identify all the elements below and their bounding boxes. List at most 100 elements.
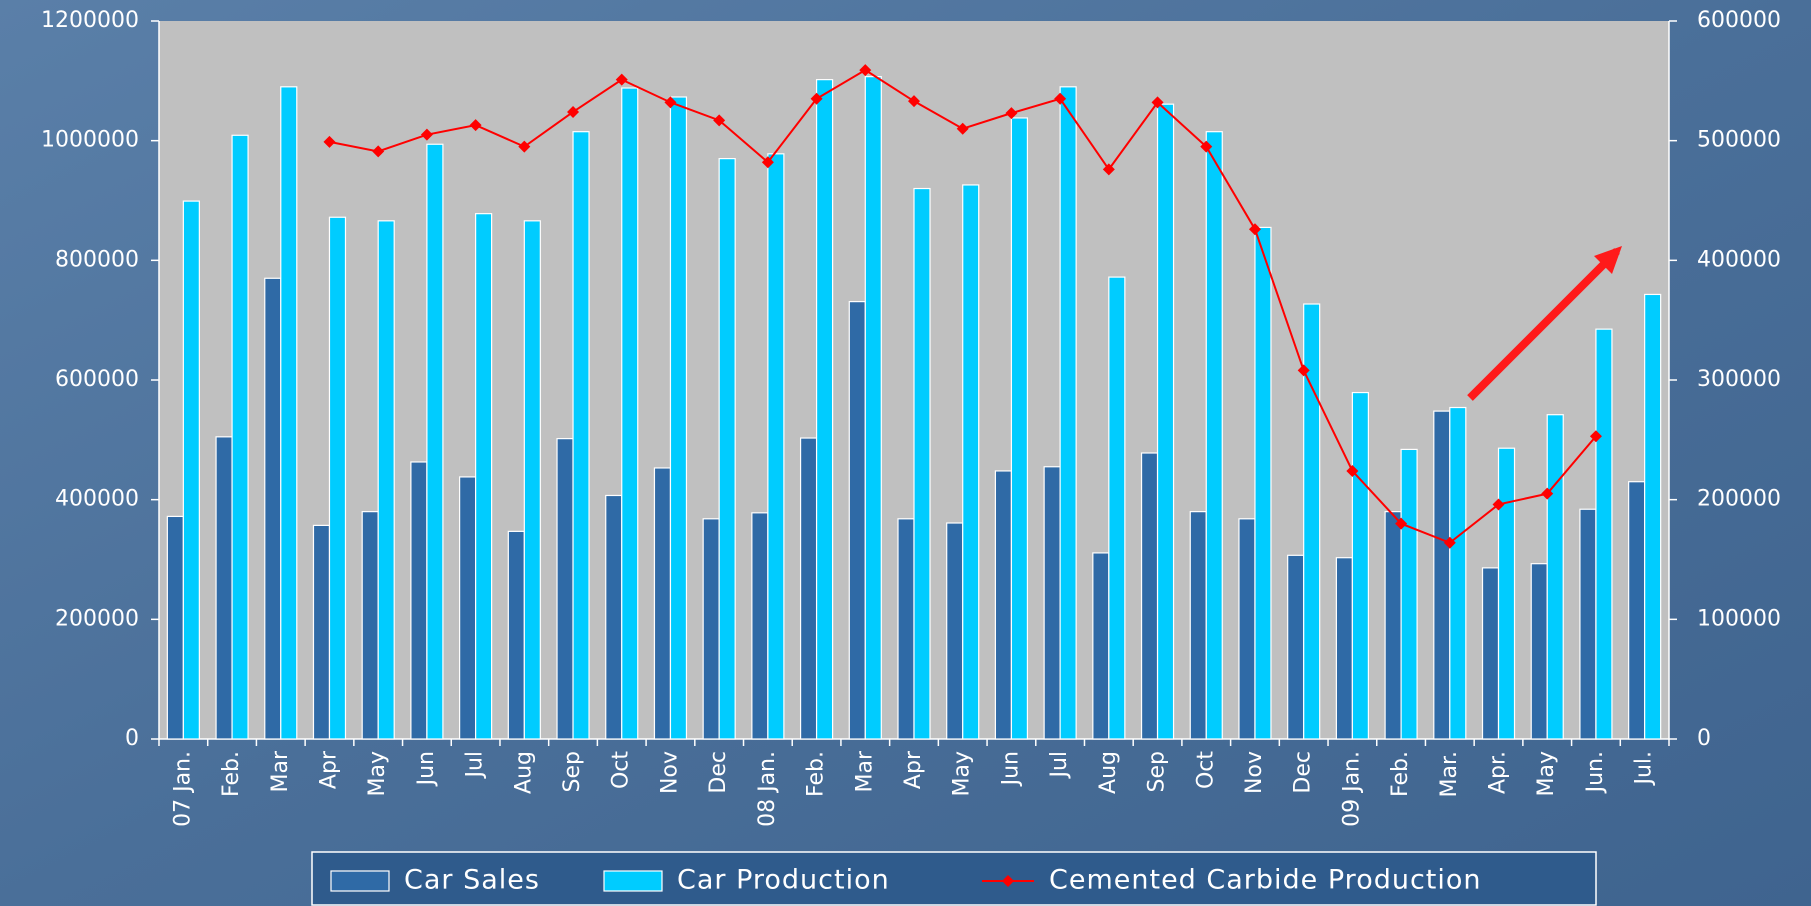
y2-tick-label: 400000 (1697, 247, 1781, 272)
bar (215, 436, 233, 740)
line-marker (1054, 92, 1067, 105)
x-tick-label: Feb. (804, 751, 829, 797)
trend-arrow-head (1594, 246, 1622, 274)
line-marker (859, 64, 872, 77)
line-marker (761, 156, 774, 169)
x-tick-label: Aug (511, 751, 536, 794)
line-marker (1248, 223, 1261, 236)
x-tick-label: 09 Jan. (1339, 751, 1364, 827)
x-tick-label: Mar. (1437, 751, 1462, 797)
trend-arrow (1467, 248, 1620, 401)
legend-swatch (330, 870, 390, 892)
bar (1140, 452, 1159, 740)
x-tick-label: Mar (268, 750, 293, 792)
legend-swatch (603, 870, 663, 892)
line-marker (1102, 163, 1115, 176)
line-marker (518, 140, 531, 153)
line-marker (1005, 107, 1018, 120)
bar (231, 134, 249, 740)
line-marker (664, 96, 677, 109)
y2-tick-label: 200000 (1697, 487, 1781, 512)
bar (523, 220, 541, 740)
legend-label: Car Sales (404, 865, 540, 896)
x-tick-label: Apr. (1486, 751, 1511, 794)
bar (507, 530, 525, 740)
line-marker (1492, 498, 1505, 511)
bar (669, 96, 688, 740)
line-marker (420, 128, 433, 141)
y2-tick-label: 0 (1697, 726, 1711, 751)
line-marker (1200, 140, 1213, 153)
y-tick-label: 1000000 (41, 128, 139, 153)
x-tick-label: Jul (463, 751, 488, 780)
bar (1449, 406, 1467, 740)
bar (864, 76, 882, 740)
line-marker (956, 122, 969, 135)
bar (1238, 518, 1256, 740)
bar (1156, 103, 1175, 740)
line-marker (1443, 536, 1456, 549)
line-marker (1395, 517, 1408, 530)
bar (361, 511, 379, 740)
bar (621, 87, 639, 740)
y-tick-label: 200000 (55, 606, 139, 631)
bar (1335, 557, 1353, 740)
x-tick-label: Sep (1145, 751, 1170, 792)
bar (1546, 414, 1564, 740)
legend-label: Cemented Carbide Production (1049, 865, 1482, 896)
x-tick-label: Aug (1096, 751, 1121, 794)
x-tick-label: Nov (1242, 751, 1267, 794)
x-tick-label: Jun (414, 751, 439, 787)
bar (605, 494, 623, 740)
x-tick-label: Feb. (1388, 751, 1413, 797)
x-tick-label: Mar (852, 750, 877, 792)
bar (767, 153, 785, 740)
bar (1254, 226, 1272, 740)
x-tick-label: Dec (706, 751, 731, 794)
y2-tick-label: 500000 (1697, 128, 1781, 153)
bar (1351, 391, 1369, 740)
y2-tick-label: 300000 (1697, 367, 1781, 392)
bar (1433, 410, 1451, 740)
bar (653, 467, 672, 740)
bar (280, 86, 298, 740)
x-tick-label: Dec (1291, 751, 1316, 794)
bar (1092, 552, 1110, 740)
bar (328, 216, 347, 740)
bar (1497, 447, 1516, 740)
bar (410, 461, 428, 740)
line-marker (372, 145, 385, 158)
x-tick-label: Jul (1047, 751, 1072, 780)
bar (475, 213, 493, 740)
bar (751, 512, 769, 740)
bar (1287, 554, 1305, 740)
bar (572, 131, 590, 740)
bar (994, 470, 1013, 740)
x-tick-label: Feb. (219, 751, 244, 797)
line-marker (323, 135, 336, 148)
legend-label: Car Production (677, 865, 890, 896)
y-tick-label: 0 (125, 726, 139, 751)
line-marker (810, 92, 823, 105)
line-marker (567, 105, 580, 118)
y-tick-label: 800000 (55, 247, 139, 272)
bar (1384, 511, 1402, 740)
bar (815, 79, 834, 740)
x-tick-label: Jun (998, 751, 1023, 787)
bar (848, 301, 866, 740)
line-marker (1297, 364, 1310, 377)
bar (1303, 303, 1321, 740)
bar (459, 476, 477, 740)
x-tick-label: Oct (609, 751, 634, 789)
line-marker (1541, 487, 1554, 500)
bar (913, 187, 931, 740)
y-tick-label: 600000 (55, 367, 139, 392)
bar (1481, 567, 1500, 740)
bar (897, 518, 915, 740)
x-tick-label: May (950, 751, 975, 796)
bar (1205, 131, 1223, 740)
bar (1579, 508, 1597, 740)
bar (426, 143, 444, 740)
bar (799, 437, 818, 740)
